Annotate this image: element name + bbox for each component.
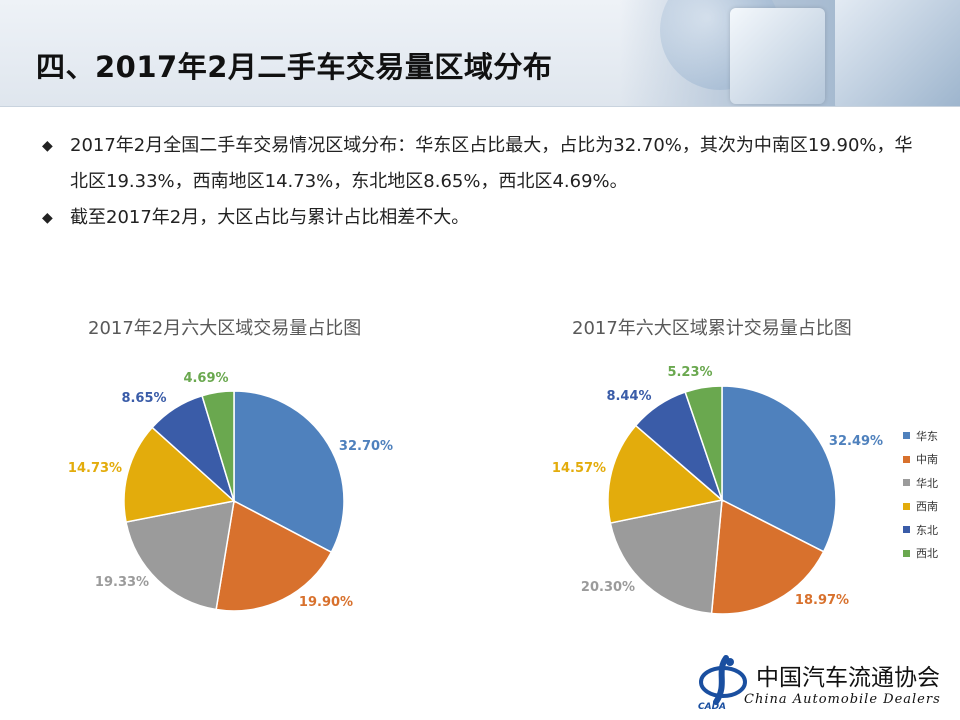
- legend-label: 华东: [916, 429, 938, 443]
- slice-data-label: 18.97%: [795, 593, 849, 608]
- chart-title-cumulative: 2017年六大区域累计交易量占比图: [572, 318, 852, 339]
- legend-swatch: [903, 432, 910, 440]
- chart-title-monthly: 2017年2月六大区域交易量占比图: [88, 318, 362, 339]
- legend-swatch: [903, 455, 910, 463]
- bullet-list: ◆ 2017年2月全国二手车交易情况区域分布：华东区占比最大，占比为32.70%…: [42, 128, 922, 236]
- logo-abbreviation: CADA: [698, 702, 727, 712]
- legend-item: 华东: [903, 424, 938, 448]
- legend-swatch: [903, 502, 910, 510]
- logo-english-name: China Automobile Dealers: [744, 692, 941, 707]
- pie-slice-2: [609, 499, 723, 615]
- slice-data-label: 14.73%: [68, 461, 122, 476]
- legend-label: 中南: [916, 453, 938, 467]
- cube-graphic: [730, 8, 825, 104]
- legend-label: 西南: [916, 500, 938, 514]
- slice-data-label: 32.49%: [829, 434, 883, 449]
- logo-chinese-name: 中国汽车流通协会: [756, 665, 940, 691]
- cube-graphic: [835, 0, 960, 106]
- diamond-bullet-icon: ◆: [42, 210, 53, 226]
- slice-data-label: 8.65%: [121, 391, 166, 406]
- pie-slice-0: [721, 385, 837, 553]
- pie-slice-5: [201, 390, 235, 502]
- pie-slice-5: [684, 385, 723, 501]
- bullet-item: ◆ 截至2017年2月，大区占比与累计占比相差不大。: [42, 200, 922, 236]
- cada-logo-icon: [699, 655, 747, 705]
- slice-data-label: 20.30%: [581, 580, 635, 595]
- slice-data-label: 19.33%: [95, 575, 149, 590]
- pie-slice-3: [123, 426, 236, 523]
- pie-slice-2: [125, 500, 235, 611]
- slice-data-label: 5.23%: [667, 365, 712, 380]
- header-decoration: [620, 0, 960, 106]
- slide-header: 四、2017年2月二手车交易量区域分布: [0, 0, 960, 107]
- legend-item: 西南: [903, 495, 938, 519]
- bullet-text: 截至2017年2月，大区占比与累计占比相差不大。: [70, 207, 470, 228]
- legend-swatch: [903, 526, 910, 534]
- legend-item: 中南: [903, 448, 938, 472]
- legend-item: 华北: [903, 471, 938, 495]
- legend-swatch: [903, 549, 910, 557]
- bullet-item: ◆ 2017年2月全国二手车交易情况区域分布：华东区占比最大，占比为32.70%…: [42, 128, 922, 200]
- slide-title: 四、2017年2月二手车交易量区域分布: [36, 50, 553, 84]
- pie-slice-1: [215, 499, 333, 612]
- pie-slice-3: [607, 424, 724, 524]
- slice-data-label: 14.57%: [552, 461, 606, 476]
- legend-label: 西北: [916, 547, 938, 561]
- slice-data-label: 4.69%: [183, 371, 228, 386]
- slice-data-label: 32.70%: [339, 439, 393, 454]
- chart-legend: 华东 中南 华北 西南 东北 西北: [903, 424, 938, 565]
- cada-logo: CADA 中国汽车流通协会 China Automobile Dealers: [694, 652, 956, 716]
- legend-item: 东北: [903, 518, 938, 542]
- legend-item: 西北: [903, 542, 938, 566]
- bullet-text: 2017年2月全国二手车交易情况区域分布：华东区占比最大，占比为32.70%，其…: [70, 135, 913, 192]
- slice-data-label: 8.44%: [606, 389, 651, 404]
- legend-label: 华北: [916, 476, 938, 490]
- legend-swatch: [903, 479, 910, 487]
- pie-slice-1: [710, 498, 825, 615]
- pie-slice-0: [233, 390, 345, 554]
- legend-label: 东北: [916, 523, 938, 537]
- slice-data-label: 19.90%: [299, 595, 353, 610]
- diamond-bullet-icon: ◆: [42, 138, 53, 154]
